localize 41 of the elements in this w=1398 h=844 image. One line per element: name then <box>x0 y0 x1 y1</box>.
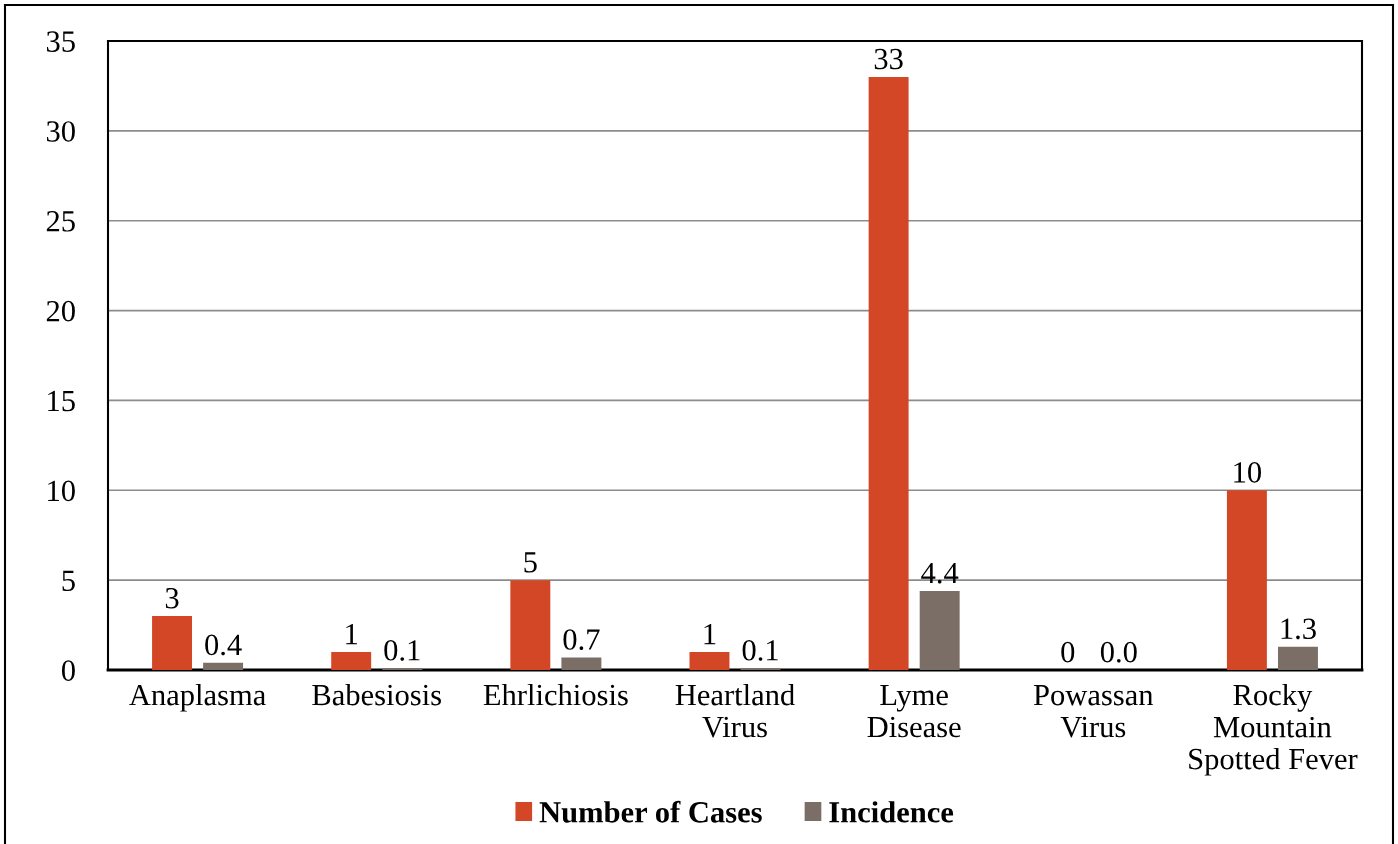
data-label: 1.3 <box>1281 618 1316 640</box>
y-tick-label: 35 <box>46 31 75 52</box>
x-tick-label: Anaplasma <box>129 683 266 712</box>
data-label: 0.1 <box>742 639 778 661</box>
y-tick-label: 30 <box>46 121 75 142</box>
bar <box>1277 646 1318 670</box>
bar <box>919 590 960 670</box>
x-tick-label: Rocky Mountain Spotted Fever <box>1189 683 1358 776</box>
data-label: 4.4 <box>921 562 959 584</box>
y-tick-label: 20 <box>46 300 75 322</box>
data-label: 0.4 <box>205 634 242 656</box>
y-tick-label: 25 <box>46 211 75 232</box>
y-tick-label: 0 <box>61 660 75 681</box>
data-label: 1 <box>346 623 357 645</box>
x-tick-label: Babesiosis <box>312 683 441 706</box>
bar <box>203 662 244 670</box>
data-label: 10 <box>1234 462 1262 483</box>
data-label: 0 <box>1061 641 1075 663</box>
bar <box>1226 490 1267 670</box>
legend-label: Number of Cases <box>539 800 762 823</box>
legend-label: Incidence <box>829 801 954 823</box>
data-label: 1 <box>704 623 716 645</box>
x-tick-label: Lyme Disease <box>867 685 961 738</box>
x-tick-label: Ehrlichiosis <box>483 683 628 706</box>
y-tick-label: 5 <box>62 570 75 592</box>
data-label: 0.7 <box>563 629 600 650</box>
bar <box>561 657 602 670</box>
x-tick-label: Powassan Virus <box>1033 685 1154 738</box>
x-tick-label: Heartland Virus <box>675 683 795 738</box>
bar <box>510 580 551 670</box>
data-label: 3 <box>165 587 179 609</box>
bar <box>868 76 909 670</box>
y-tick-label: 15 <box>48 390 75 412</box>
bar <box>331 652 372 670</box>
data-label: 0.1 <box>384 639 420 661</box>
data-label: 33 <box>874 48 903 70</box>
data-label: 5 <box>524 552 537 573</box>
bar <box>152 616 193 670</box>
bar <box>689 652 730 670</box>
data-label: 0.0 <box>1100 641 1137 663</box>
y-tick-label: 10 <box>48 480 75 502</box>
